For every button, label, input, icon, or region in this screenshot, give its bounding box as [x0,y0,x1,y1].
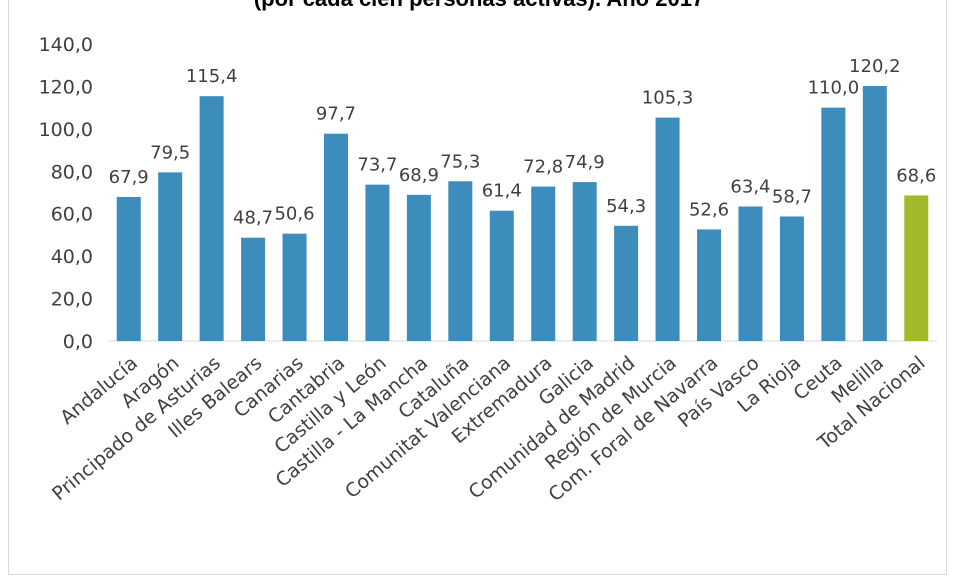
data-label: 73,7 [357,155,397,176]
data-label: 54,3 [606,196,646,217]
x-tick-label: Principado de Asturias [48,352,225,505]
data-label: 68,9 [399,165,439,186]
data-label: 67,9 [109,167,149,188]
bar [489,210,514,341]
bars-layer [116,86,929,342]
data-label: 63,4 [730,177,770,198]
bar-chart: (por cada cien personas activas). Año 20… [39,0,937,506]
data-label: 50,6 [274,204,314,225]
y-tick-label: 0,0 [63,331,93,353]
bar [779,216,804,341]
bar [738,206,763,341]
y-tick-label: 20,0 [51,289,93,311]
data-label: 52,6 [689,199,729,220]
bar [241,237,266,341]
y-tick-label: 80,0 [51,161,93,183]
bar [365,184,390,341]
data-label: 68,6 [896,165,936,186]
y-tick-label: 60,0 [51,204,93,226]
bar [697,229,722,341]
data-label: 110,0 [808,78,860,99]
bar [158,172,183,341]
y-tick-label: 100,0 [39,119,93,141]
bar [116,196,141,341]
y-tick-label: 40,0 [51,246,93,268]
axis-layer: 0,0 20,0 40,0 60,0 80,0 100,0 120,0 140,0 [39,34,937,353]
data-label: 48,7 [233,208,273,229]
y-tick-label: 120,0 [39,76,93,98]
data-label: 97,7 [316,104,356,125]
bar [199,96,224,342]
data-label: 115,4 [186,66,238,87]
chart-frame: (por cada cien personas activas). Año 20… [8,0,947,575]
data-label: 58,7 [772,186,812,207]
data-label: 74,9 [565,152,605,173]
bar [655,117,680,341]
bar [448,181,473,341]
bar [282,233,307,341]
bar [323,133,348,341]
bar [531,186,556,341]
bar [572,182,597,341]
data-label: 61,4 [482,181,522,202]
data-label: 120,2 [849,56,901,77]
bar [406,194,431,341]
bar [821,107,846,342]
data-label: 79,5 [150,142,190,163]
data-label: 75,3 [440,151,480,172]
bar [614,225,639,341]
data-label: 72,8 [523,157,563,178]
chart-title: (por cada cien personas activas). Año 20… [254,0,704,11]
data-label: 105,3 [642,88,694,109]
bar [862,86,887,341]
bar [904,195,929,341]
y-tick-label: 140,0 [39,34,93,56]
